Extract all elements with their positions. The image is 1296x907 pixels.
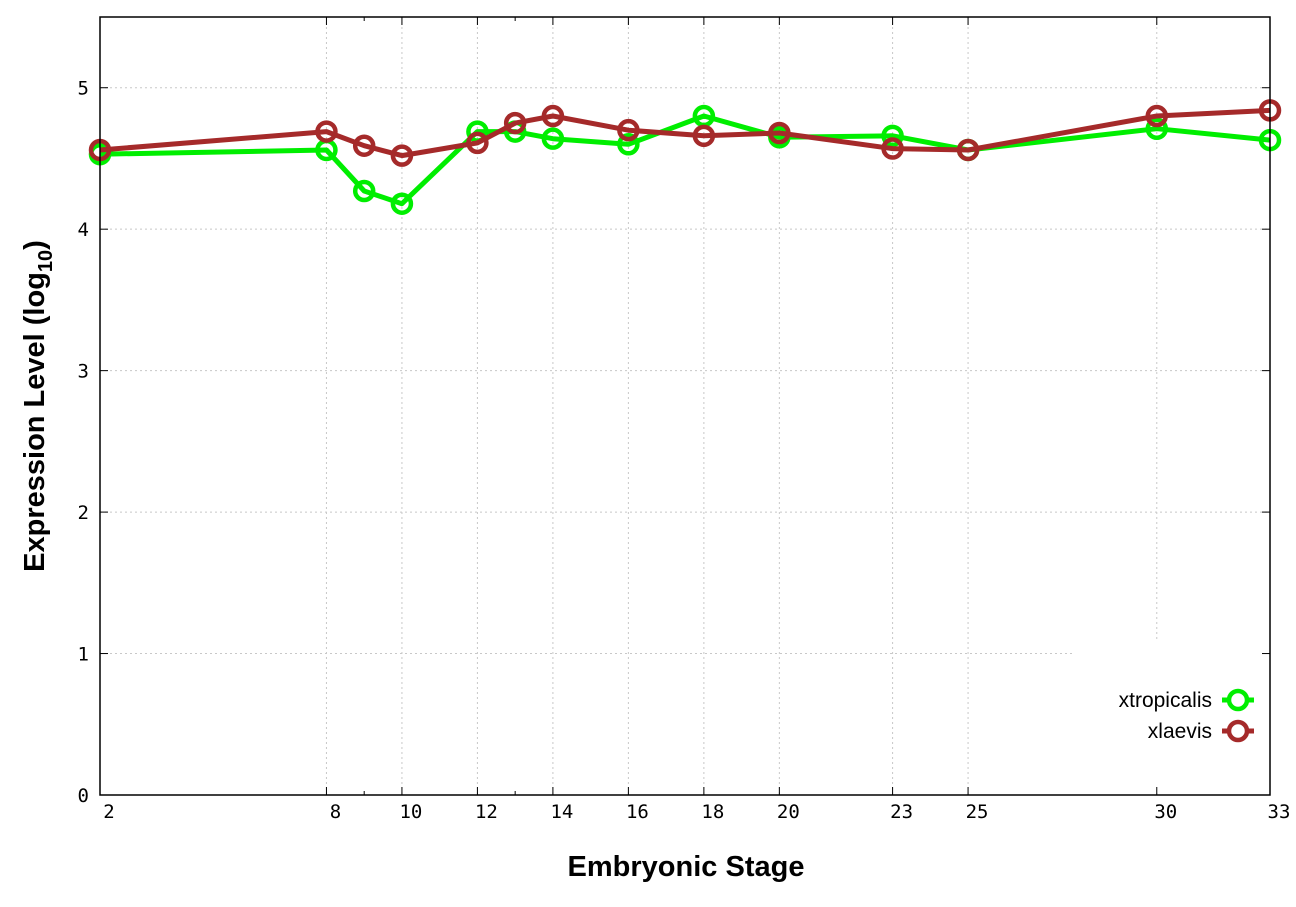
- x-tick-label: 25: [966, 801, 989, 823]
- data-point-xlaevis: [390, 144, 414, 167]
- data-point-xtropicalis: [352, 179, 376, 203]
- y-tick-label: 2: [78, 502, 89, 524]
- data-point-xlaevis: [503, 111, 527, 135]
- y-axis-title-main: Expression Level (log: [19, 272, 51, 572]
- grid-lines: [100, 17, 1270, 795]
- x-tick-label: 14: [550, 801, 573, 823]
- data-point-xlaevis: [617, 118, 640, 142]
- data-point-xlaevis: [466, 131, 489, 155]
- y-tick-label: 3: [78, 361, 89, 383]
- data-point-xlaevis: [352, 134, 376, 157]
- data-point-xtropicalis: [617, 133, 640, 156]
- axis-ticks: [99, 17, 1271, 796]
- y-axis-title-close: ): [19, 240, 51, 250]
- legend: xtropicalis xlaevis: [1119, 688, 1254, 743]
- data-point-xtropicalis: [881, 124, 904, 148]
- data-point-xtropicalis: [1145, 117, 1169, 140]
- data-point-xtropicalis: [541, 127, 565, 150]
- x-tick-label: 2: [103, 801, 114, 823]
- data-point-xlaevis: [541, 104, 565, 128]
- x-tick-label: 16: [626, 801, 649, 823]
- x-tick-label: 20: [777, 801, 800, 823]
- data-point-xlaevis: [768, 121, 791, 145]
- x-tick-label: 12: [475, 801, 498, 823]
- plot-frame: [99, 16, 1271, 796]
- x-axis-title: Embryonic Stage: [568, 851, 805, 883]
- x-tick-label: 30: [1154, 801, 1177, 823]
- data-point-xtropicalis: [390, 192, 414, 215]
- legend-label-xtropicalis: xtropicalis: [1119, 689, 1212, 712]
- y-tick-label: 0: [78, 785, 89, 807]
- x-tick-label: 33: [1268, 801, 1291, 823]
- legend-label-xlaevis: xlaevis: [1148, 720, 1212, 743]
- x-tick-label: 8: [330, 801, 341, 823]
- x-tick-label: 23: [890, 801, 913, 823]
- legend-swatch-marker-xtropicalis: [1226, 688, 1250, 712]
- data-point-xlaevis: [1145, 104, 1169, 128]
- x-tick-label: 10: [399, 801, 422, 823]
- data-point-xlaevis: [956, 138, 980, 162]
- y-tick-label: 4: [78, 219, 89, 241]
- y-tick-label: 1: [78, 644, 89, 666]
- x-tick-label: 18: [701, 801, 724, 823]
- series-layer: [88, 99, 1282, 215]
- legend-background: [1072, 642, 1268, 793]
- y-tick-label: 5: [78, 78, 89, 100]
- data-point-xlaevis: [881, 137, 904, 160]
- y-axis-title: Expression Level (log10): [19, 240, 57, 572]
- data-point-xlaevis: [692, 124, 716, 148]
- y-axis-title-subscript: 10: [35, 250, 57, 272]
- data-point-xlaevis: [315, 120, 338, 143]
- series-line-xlaevis: [99, 107, 1271, 159]
- legend-swatch-marker-xlaevis: [1226, 719, 1250, 743]
